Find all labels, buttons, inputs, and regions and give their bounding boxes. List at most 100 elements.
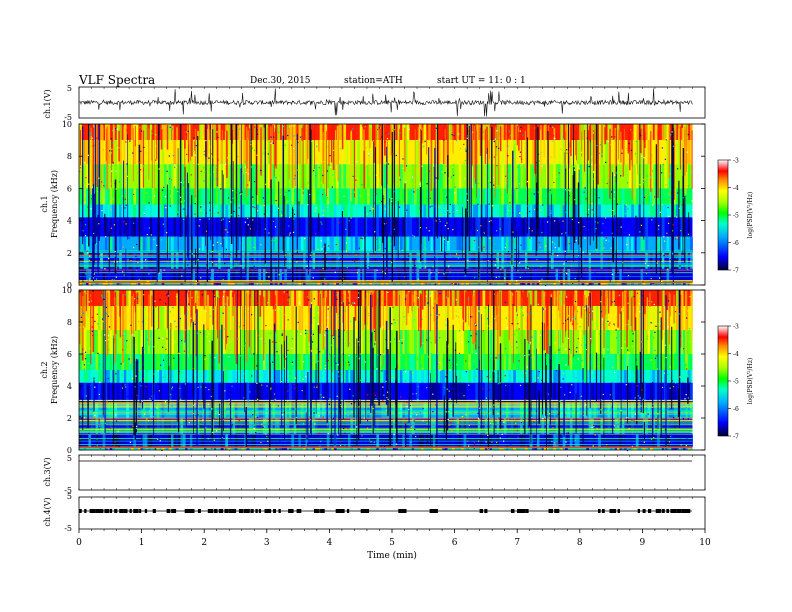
spectrogram-cell	[258, 382, 262, 402]
spectrogram-speckle	[314, 233, 317, 235]
spectrogram-cell	[465, 354, 469, 370]
spectrogram-speckle	[554, 246, 556, 249]
spectrogram-speckle	[657, 228, 660, 230]
spectrogram-cell	[463, 382, 467, 402]
spectrogram-speckle	[293, 135, 295, 137]
spectrogram-speckle	[183, 184, 185, 186]
spectrogram-speckle	[438, 206, 440, 208]
spectrogram-cell	[185, 164, 188, 189]
spectrogram-speckle	[613, 215, 615, 217]
spectrogram-speckle	[672, 253, 674, 255]
spectrogram-cell	[220, 446, 224, 450]
spectrogram-speckle	[288, 234, 290, 236]
spectrogram-cell	[206, 402, 210, 418]
spectrogram-cell	[251, 204, 255, 218]
spectrogram-cell	[543, 446, 547, 450]
spectrogram-cell	[381, 418, 384, 434]
spectrogram-cell	[319, 124, 323, 141]
spectrogram-speckle	[180, 201, 182, 203]
spectrogram-cell	[161, 164, 165, 189]
spectrogram-speckle	[622, 228, 624, 230]
spectrogram-cell	[435, 281, 439, 285]
spectrogram-cell	[281, 268, 285, 282]
spectrogram-cell	[364, 204, 368, 218]
spectrogram-speckle	[366, 282, 368, 284]
spectrogram-cell	[145, 370, 148, 383]
spectrogram-cell	[173, 164, 177, 189]
spectrogram-speckle	[274, 226, 277, 228]
spectrogram-cell	[666, 446, 670, 450]
spectrogram-speckle	[285, 191, 287, 193]
spectrogram-cell	[86, 268, 89, 282]
spectrogram-speckle	[595, 228, 597, 230]
spectrogram-cell	[284, 354, 288, 370]
spectrogram-cell	[369, 124, 372, 141]
spectrogram-cell	[267, 281, 271, 285]
spectrogram-cell	[447, 354, 450, 370]
spectrogram-cell	[343, 268, 347, 282]
spectrogram-cell	[414, 290, 417, 306]
spectrogram-speckle	[677, 236, 679, 238]
spectrogram-cell	[572, 402, 575, 418]
spectrogram-cell	[553, 281, 557, 285]
spectrogram-cell	[340, 446, 344, 450]
spectrogram-cell	[532, 236, 535, 253]
spectrogram-cell	[522, 164, 526, 189]
spectrogram-cell	[614, 370, 618, 383]
spectrogram-cell	[616, 382, 620, 402]
spectrogram-speckle	[435, 127, 437, 129]
spectrogram-cell	[336, 382, 339, 402]
spectrogram-cell	[508, 281, 512, 285]
spectrogram-cell	[468, 382, 472, 402]
spectrogram-speckle	[110, 152, 112, 154]
spectrogram-cell	[319, 290, 323, 306]
spectrogram-cell	[196, 330, 200, 354]
spectrogram-cell	[616, 370, 620, 383]
spectrogram-speckle	[545, 284, 547, 287]
spectrogram-cell	[392, 446, 396, 450]
spectrogram-cell	[140, 330, 144, 354]
spectrogram-cell	[232, 354, 236, 370]
spectrogram-speckle	[155, 159, 157, 161]
spectrogram-cell	[116, 382, 120, 402]
spectrogram-speckle	[327, 206, 329, 208]
spectrogram-speckle	[181, 232, 183, 234]
spectrogram-cell	[491, 164, 495, 189]
spectrogram-speckle	[534, 234, 537, 236]
spectrogram-cell	[102, 281, 106, 285]
spectrogram-speckle	[558, 155, 560, 157]
spectrogram-cell	[215, 446, 219, 450]
spectrogram-cell	[192, 281, 196, 285]
spectrogram-speckle	[543, 165, 545, 168]
spectrogram-cell	[274, 402, 278, 418]
spectrogram-cell	[166, 268, 170, 282]
spectrogram-cell	[168, 164, 172, 189]
spectrogram-speckle	[143, 212, 145, 214]
spectrogram-cell	[83, 446, 87, 450]
spectrogram-speckle	[600, 258, 602, 260]
spectrogram-cell	[501, 402, 505, 418]
spectrogram-speckle	[337, 129, 339, 131]
spectrogram-speckle	[554, 220, 556, 222]
spectrogram-speckle	[580, 151, 582, 153]
spectrogram-cell	[222, 236, 226, 253]
spectrogram-cell	[536, 330, 540, 354]
spectrogram-speckle	[213, 130, 216, 132]
spectrogram-speckle	[111, 279, 113, 281]
spectrogram-speckle	[393, 141, 396, 143]
spectrogram-speckle	[550, 220, 552, 222]
spectrogram-speckle	[264, 162, 266, 164]
spectrogram-cell	[397, 204, 401, 218]
spectrogram-speckle	[648, 262, 650, 265]
spectrogram-speckle	[460, 147, 462, 150]
spectrogram-speckle	[510, 207, 512, 209]
spectrogram-cell	[366, 188, 370, 205]
spectrogram-speckle	[519, 156, 521, 158]
spectrogram-cell	[616, 281, 620, 285]
spectrogram-cell	[274, 188, 278, 205]
spectrogram-speckle	[98, 177, 100, 179]
spectrogram-speckle	[566, 149, 568, 151]
spectrogram-speckle	[327, 146, 329, 148]
spectrogram-speckle	[540, 209, 542, 211]
spectrogram-cell	[218, 164, 221, 189]
